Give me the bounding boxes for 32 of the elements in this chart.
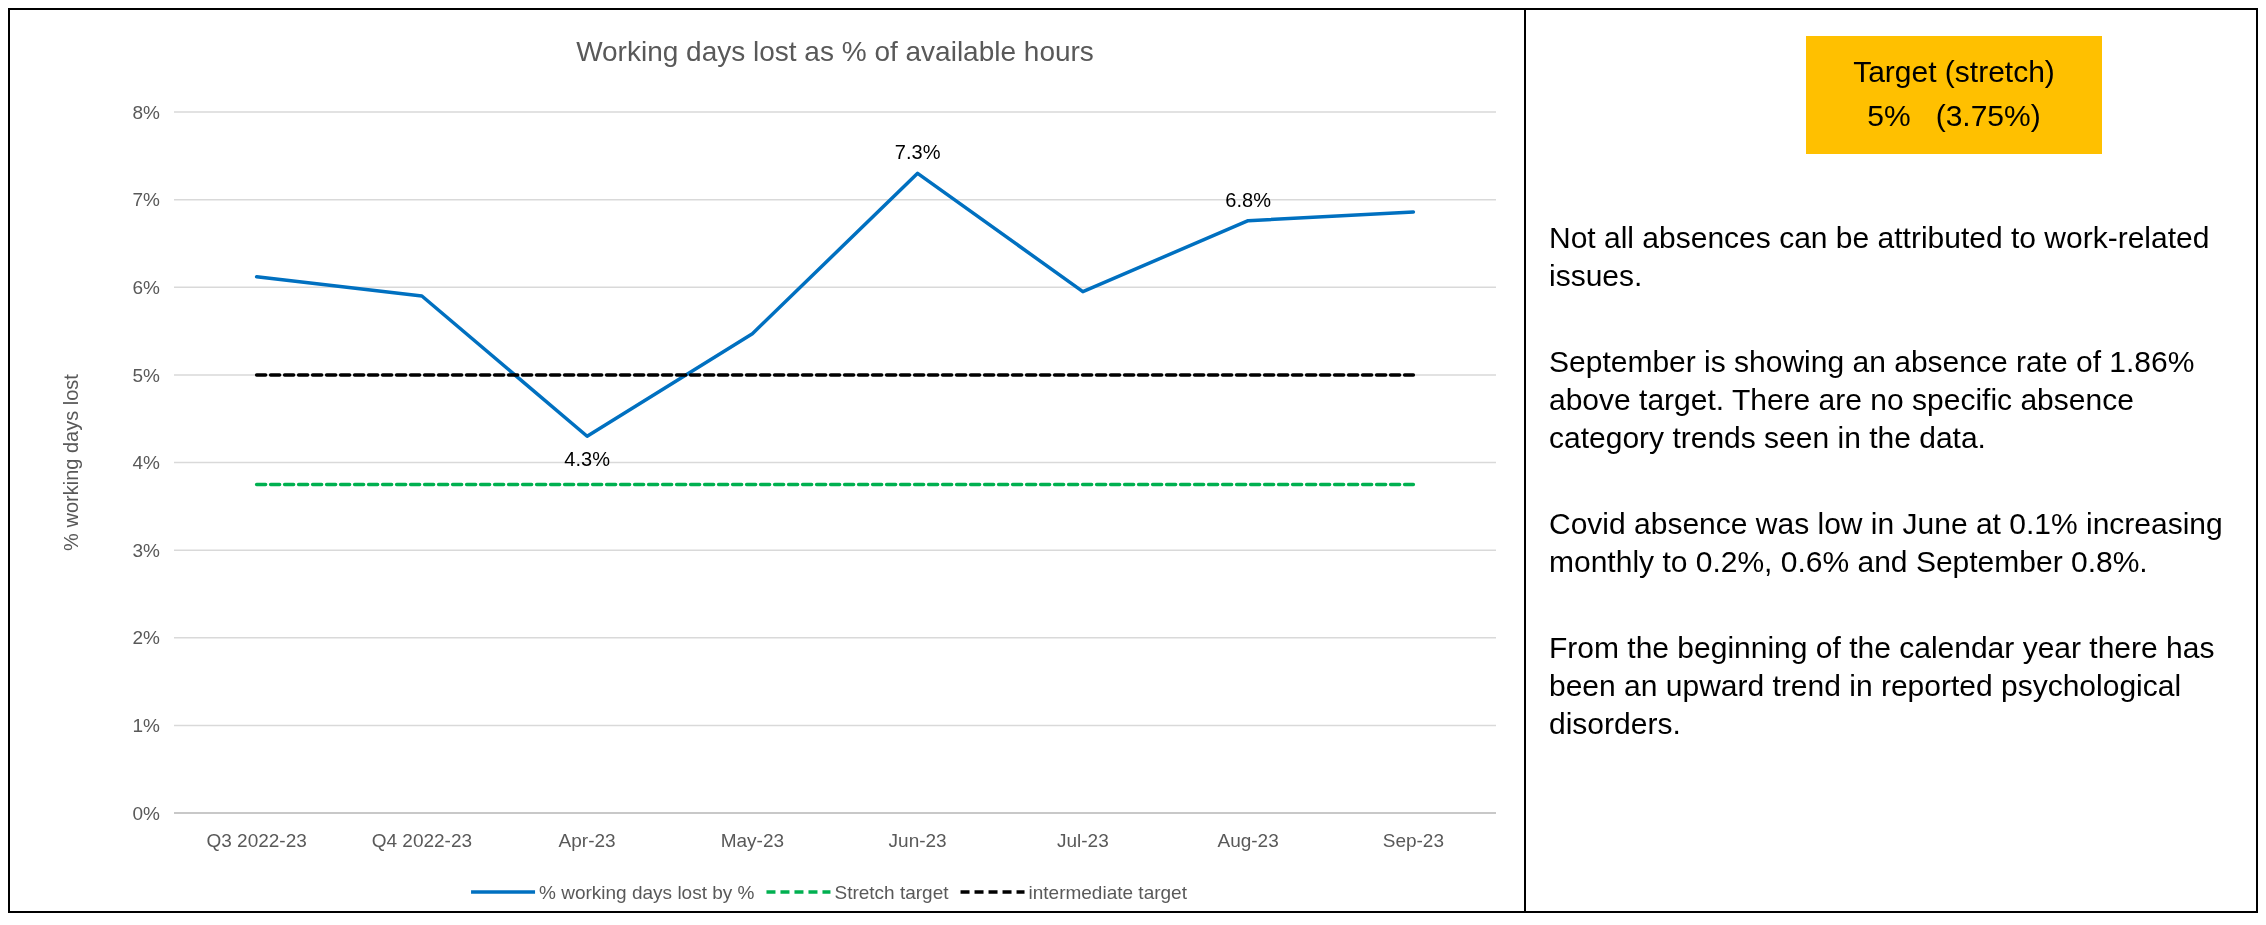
x-tick-label: Sep-23 [1382,830,1445,851]
text: 5% (3.75%) [1867,99,2041,132]
y-tick-label: 6% [132,276,161,298]
text: From the beginning of the calendar year there has been an upward trend in reported psychological disorders. [1549,631,2215,740]
y-axis-title: % working days lost [60,373,82,551]
text: Covid absence was low in June at 0.1% increasing monthly to 0.2%, 0.6% and September 0.8%. [1549,507,2223,578]
y-tick-label: 2% [132,627,161,649]
x-tick-label: Apr-23 [558,830,616,851]
legend-label: % working days lost by % [539,881,755,903]
x-tick-label: May-23 [720,830,785,851]
text: Not all absences can be attributed to work-related issues. [1549,221,2210,292]
data-label: 4.3% [564,448,611,471]
text: Target (stretch) [1853,55,2055,88]
line-series [254,171,1416,438]
x-tick-label: Q3 2022-23 [206,830,307,851]
legend-label: intermediate target [1028,881,1188,903]
x-tick-label: Jul-23 [1057,830,1109,851]
text: September is showing an absence rate of 1.86% above target. There are no specific absence category trends seen in the data. [1549,345,2195,454]
y-tick-label: 7% [132,189,161,211]
y-tick-label: 0% [132,802,161,824]
x-tick-label: Q4 2022-23 [371,830,473,851]
data-label: 6.8% [1225,188,1272,211]
y-tick-label: 4% [132,452,161,474]
legend-label: Stretch target [834,881,950,903]
x-tick-label: Jun-23 [888,830,947,851]
y-tick-label: 3% [132,539,161,561]
chart-title: Working days lost as % of available hours [576,36,1094,67]
data-label: 7.3% [894,141,941,164]
y-tick-label: 1% [132,715,161,737]
y-tick-label: 5% [132,364,161,386]
x-tick-label: Aug-23 [1217,830,1279,851]
y-tick-label: 8% [132,101,161,123]
